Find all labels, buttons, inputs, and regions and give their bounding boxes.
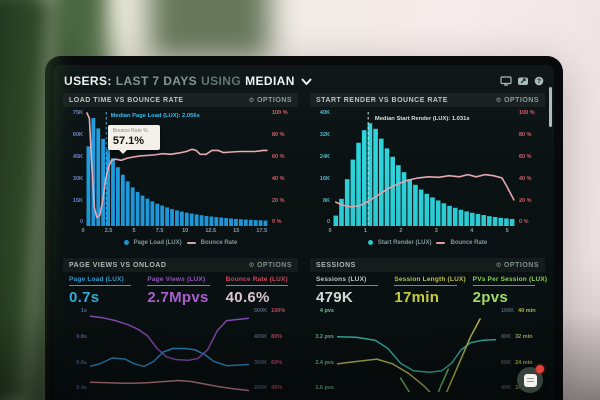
date-range-label: LAST 7 DAYS: [115, 73, 198, 88]
metric-label: Page Views (LUX): [147, 276, 210, 286]
panel-grid: LOAD TIME VS BOUNCE RATE ⚙ OPTIONS 75K 60…: [62, 93, 547, 392]
panel-load-time: LOAD TIME VS BOUNCE RATE ⚙ OPTIONS 75K 60…: [63, 93, 298, 256]
chart-legend: Page Load (LUX) Bounce Rate: [63, 236, 298, 249]
legend-dot: [123, 240, 129, 245]
legend-dot: [367, 240, 373, 245]
gear-icon: ⚙: [495, 97, 502, 104]
users-label: USERS:: [64, 73, 112, 88]
options-button[interactable]: ⚙ OPTIONS: [248, 261, 292, 270]
options-button[interactable]: ⚙ OPTIONS: [248, 96, 292, 105]
y-axis-left: 75K 60K 45K 30K 15K 0: [72, 110, 83, 226]
laptop: USERS: LAST 7 DAYS USING MEDIAN: [45, 56, 563, 400]
panel-title: PAGE VIEWS VS ONLOAD: [69, 261, 167, 269]
panel-header: LOAD TIME VS BOUNCE RATE ⚙ OPTIONS: [63, 93, 298, 107]
scrollbar[interactable]: [549, 87, 552, 127]
y-axis-right: 100 % 80 % 60 % 40 % 20 % 0 %: [519, 110, 535, 226]
options-button[interactable]: ⚙ OPTIONS: [495, 96, 539, 105]
metric-value: 2.7Mpvs: [147, 289, 209, 306]
metric-row: Page Load (LUX) 0.7s Page Views (LUX) 2.…: [63, 275, 298, 306]
notes-icon: [523, 373, 537, 387]
metric-sessions: Sessions (LUX) 479K: [310, 275, 388, 306]
panel-title: SESSIONS: [316, 261, 356, 269]
gear-icon: ⚙: [248, 97, 255, 104]
analytics-dashboard: USERS: LAST 7 DAYS USING MEDIAN: [54, 65, 554, 400]
aggregation-label: MEDIAN: [245, 73, 295, 88]
panel-header: PAGE VIEWS VS ONLOAD ⚙ OPTIONS: [63, 258, 298, 272]
legend-dash: [186, 241, 196, 244]
svg-text:?: ?: [537, 78, 541, 85]
y-axis-right: 100 % 80 % 60 % 40 % 20 % 0 %: [272, 110, 288, 226]
legend-dash: [436, 241, 446, 244]
dashboard-header: USERS: LAST 7 DAYS USING MEDIAN: [62, 70, 546, 91]
y-axis-left: 40K 32K 24K 16K 8K 0: [319, 110, 330, 226]
bounce-rate-tooltip: Bounce Rate % 57.1%: [107, 125, 160, 155]
header-icon-bar: ?: [500, 75, 544, 86]
panel-header: SESSIONS ⚙ OPTIONS: [310, 258, 545, 272]
metric-label: PVs Per Session (LUX): [472, 276, 547, 286]
metric-value: 479K: [316, 289, 354, 306]
panel-header: START RENDER VS BOUNCE RATE ⚙ OPTIONS: [310, 93, 545, 107]
load-time-histogram[interactable]: Median Page Load (LUX): 2.056s Bounce Ra…: [86, 110, 268, 226]
panel-title: LOAD TIME VS BOUNCE RATE: [69, 96, 184, 104]
metric-label: Sessions (LUX): [316, 276, 379, 286]
options-button[interactable]: ⚙ OPTIONS: [495, 261, 539, 270]
median-annotation: Median Page Load (LUX): 2.056s: [110, 113, 200, 120]
dashboard-title[interactable]: USERS: LAST 7 DAYS USING MEDIAN: [64, 74, 312, 88]
y-axis-left: 1s 0.8s 0.6s 0.4s: [76, 308, 87, 392]
metric-label: Bounce Rate (LUX): [225, 276, 288, 286]
legend-label: Start Render (LUX): [377, 239, 432, 246]
using-label: USING: [201, 73, 242, 88]
metric-page-load: Page Load (LUX) 0.7s: [63, 275, 141, 306]
start-render-histogram[interactable]: Median Start Render (LUX): 1.031s: [333, 110, 515, 226]
panel-title: START RENDER VS BOUNCE RATE: [316, 96, 448, 104]
page-views-trend-chart[interactable]: [90, 308, 249, 392]
panel-sessions: SESSIONS ⚙ OPTIONS Sessions (LUX) 479K: [310, 258, 547, 392]
metric-row: Sessions (LUX) 479K Session Length (LUX)…: [310, 275, 547, 306]
y-axis-left: 4 pvs 3.2 pvs 2.4 pvs 1.6 pvs: [315, 308, 334, 392]
plant-leaf-blur: [150, 0, 270, 58]
sessions-trend-chart[interactable]: [337, 308, 496, 392]
help-icon[interactable]: ?: [534, 76, 544, 86]
legend-label: Bounce Rate: [450, 239, 488, 246]
median-annotation: Median Start Render (LUX): 1.031s: [374, 115, 470, 122]
metric-session-length: Session Length (LUX) 17min: [388, 275, 466, 306]
gear-icon: ⚙: [248, 262, 255, 269]
share-icon[interactable]: [517, 76, 529, 86]
legend-label: Page Load (LUX): [133, 239, 182, 246]
metric-value: 40.6%: [225, 289, 270, 306]
panel-start-render: START RENDER VS BOUNCE RATE ⚙ OPTIONS 40…: [310, 93, 545, 256]
panel-page-views: PAGE VIEWS VS ONLOAD ⚙ OPTIONS Page Load…: [63, 258, 298, 392]
tooltip-label: Bounce Rate %: [112, 128, 148, 135]
display-icon[interactable]: [500, 75, 512, 86]
metric-value: 0.7s: [69, 289, 100, 306]
legend-label: Bounce Rate: [200, 239, 238, 246]
metric-bounce-rate: Bounce Rate (LUX) 40.6%: [220, 275, 298, 306]
metric-value: 17min: [394, 289, 440, 306]
metric-page-views: Page Views (LUX) 2.7Mpvs: [141, 275, 219, 306]
metric-value: 2pvs: [472, 289, 509, 306]
chat-widget-button[interactable]: [517, 365, 544, 393]
dashboard-screen: USERS: LAST 7 DAYS USING MEDIAN: [54, 65, 554, 400]
gear-icon: ⚙: [495, 262, 502, 269]
x-axis: 0 2.5 5 7.5 10 12.5 15 17.5: [81, 228, 268, 234]
chevron-down-icon[interactable]: [301, 74, 312, 88]
y-axis-right: 500K 100% 400K 80% 300K 60% 200K 40%: [254, 308, 286, 392]
chart-legend: Start Render (LUX) Bounce Rate: [310, 236, 545, 249]
tooltip-value: 57.1%: [112, 135, 145, 148]
notification-badge: [536, 365, 544, 373]
metric-label: Page Load (LUX): [69, 276, 132, 286]
metric-pvs-per-session: PVs Per Session (LUX) 2pvs: [467, 275, 547, 306]
metric-label: Session Length (LUX): [394, 276, 466, 286]
